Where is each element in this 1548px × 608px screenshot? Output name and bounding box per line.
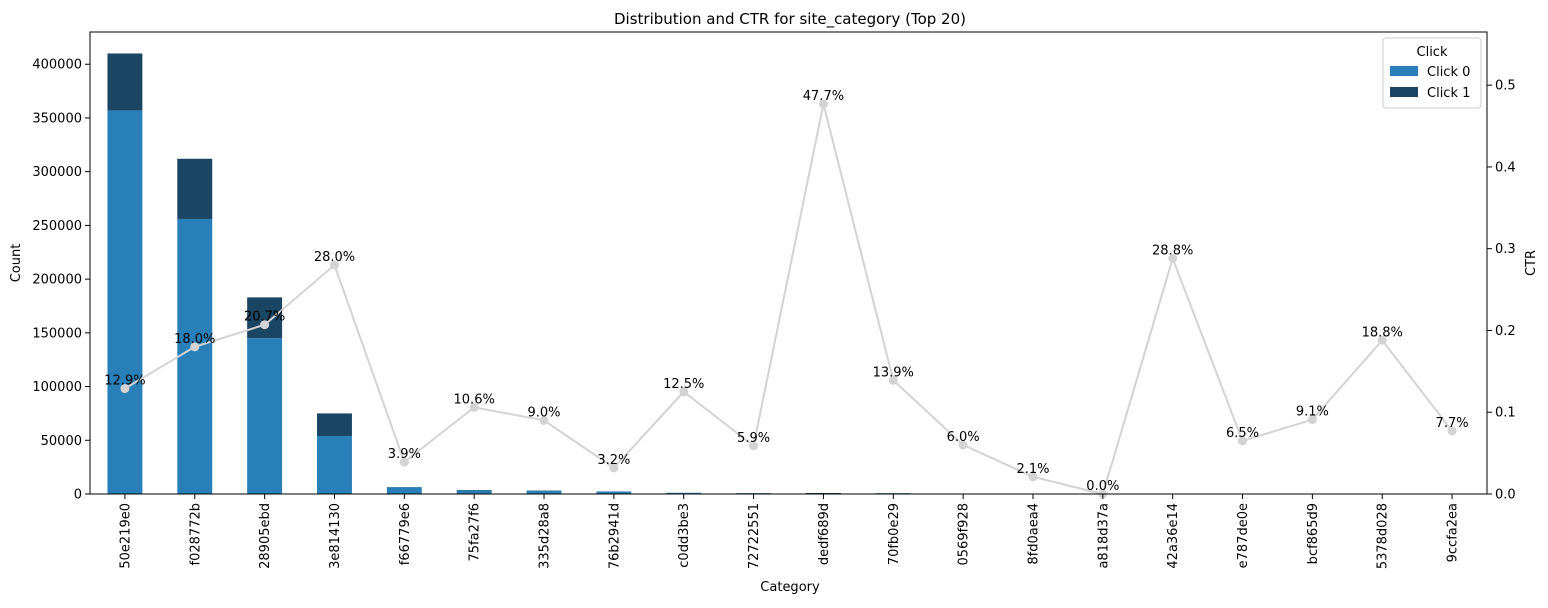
- legend: Click Click 0 Click 1: [1383, 38, 1481, 108]
- y-tick-label: 50000: [41, 434, 82, 449]
- y-axis-title: Count: [9, 244, 24, 283]
- x-axis-title: Category: [760, 580, 820, 595]
- x-tick-label: 70fb0e29: [887, 503, 902, 565]
- ctr-label-e787de0e: 6.5%: [1226, 426, 1259, 441]
- x-tick-label: c0dd3be3: [677, 503, 692, 568]
- ctr-label-28905ebd: 20.7%: [244, 310, 285, 325]
- bar-click-0-28905ebd: [247, 338, 282, 494]
- y-tick-label: 100000: [32, 380, 82, 395]
- bar-click-1-50e219e0: [107, 53, 142, 110]
- bar-click-1-3e814130: [317, 413, 352, 436]
- ctr-label-0569f928: 6.0%: [947, 430, 980, 445]
- x-tick-label: f028772b: [188, 503, 203, 565]
- ctr-label-dedf689d: 47.7%: [803, 89, 844, 104]
- bar-click-1-f028772b: [177, 159, 212, 219]
- y2-tick-label: 0.1: [1495, 406, 1516, 421]
- ctr-label-8fd0aea4: 2.1%: [1016, 462, 1049, 477]
- y2-tick-label: 0.4: [1495, 160, 1516, 175]
- y-tick-label: 300000: [32, 165, 82, 180]
- ctr-label-9ccfa2ea: 7.7%: [1436, 416, 1469, 431]
- y2-axis-title: CTR: [1524, 250, 1539, 276]
- x-tick-label: 5378d028: [1376, 503, 1391, 569]
- ctr-label-5378d028: 18.8%: [1362, 325, 1403, 340]
- bar-click-0-f028772b: [177, 219, 212, 494]
- y2-tick-label: 0.2: [1495, 324, 1516, 339]
- bar-click-0-75fa27f6: [457, 490, 492, 494]
- ctr-label-50e219e0: 12.9%: [104, 374, 145, 389]
- x-tick-label: 335d28a8: [538, 503, 553, 569]
- x-tick-label: 8fd0aea4: [1026, 503, 1041, 565]
- ctr-label-42a36e14: 28.8%: [1152, 244, 1193, 259]
- y2-tick-label: 0.5: [1495, 79, 1516, 94]
- x-tick-label: dedf689d: [817, 503, 832, 565]
- y-tick-label: 150000: [32, 326, 82, 341]
- ctr-label-3e814130: 28.0%: [314, 250, 355, 265]
- bar-click-0-3e814130: [317, 436, 352, 494]
- ctr-label-c0dd3be3: 12.5%: [663, 377, 704, 392]
- y-tick-label: 350000: [32, 111, 82, 126]
- x-tick-label: 76b2941d: [607, 503, 622, 569]
- ctr-label-76b2941d: 3.2%: [597, 453, 630, 468]
- x-tick-label: f66779e6: [398, 503, 413, 565]
- x-tick-label: 50e219e0: [118, 503, 133, 569]
- y2-tick-label: 0.3: [1495, 242, 1516, 257]
- x-tick-label: e787de0e: [1236, 503, 1251, 568]
- bar-click-0-50e219e0: [107, 110, 142, 494]
- x-tick-label: 75fa27f6: [468, 503, 483, 561]
- plot-frame: [90, 32, 1487, 494]
- legend-label-click-0: Click 0: [1427, 65, 1470, 80]
- ctr-label-f66779e6: 3.9%: [388, 447, 421, 462]
- x-tick-label: 0569f928: [957, 503, 972, 565]
- y-tick-label: 200000: [32, 273, 82, 288]
- x-tick-label: 3e814130: [328, 503, 343, 569]
- y-tick-label: 250000: [32, 219, 82, 234]
- ctr-label-f028772b: 18.0%: [174, 332, 215, 347]
- ctr-label-bcf865d9: 9.1%: [1296, 405, 1329, 420]
- legend-label-click-1: Click 1: [1427, 86, 1470, 101]
- y2-tick-label: 0.0: [1495, 488, 1516, 503]
- ctr-label-75fa27f6: 10.6%: [454, 392, 495, 407]
- legend-swatch-click-0: [1390, 66, 1418, 76]
- y-tick-label: 0: [74, 488, 82, 503]
- bar-click-0-f66779e6: [387, 487, 422, 494]
- ctr-label-a818d37a: 0.0%: [1086, 479, 1119, 494]
- ctr-label-70fb0e29: 13.9%: [873, 365, 914, 380]
- legend-title: Click: [1417, 45, 1448, 60]
- x-tick-label: 72722551: [747, 503, 762, 569]
- x-tick-label: 9ccfa2ea: [1446, 503, 1461, 562]
- x-tick-label: bcf865d9: [1306, 503, 1321, 564]
- x-tick-label: 42a36e14: [1166, 503, 1181, 569]
- legend-swatch-click-1: [1390, 87, 1418, 97]
- x-tick-label: a818d37a: [1096, 503, 1111, 569]
- ctr-label-72722551: 5.9%: [737, 431, 770, 446]
- ctr-label-335d28a8: 9.0%: [528, 405, 561, 420]
- x-tick-label: 28905ebd: [258, 503, 273, 569]
- chart-title: Distribution and CTR for site_category (…: [614, 10, 966, 29]
- ctr-line-layer: 12.9% 18.0% 20.7% 28.0% 3.9% 10.6% 9.0% 3.2% 12.…: [104, 89, 1468, 499]
- y-tick-label: 400000: [32, 58, 82, 73]
